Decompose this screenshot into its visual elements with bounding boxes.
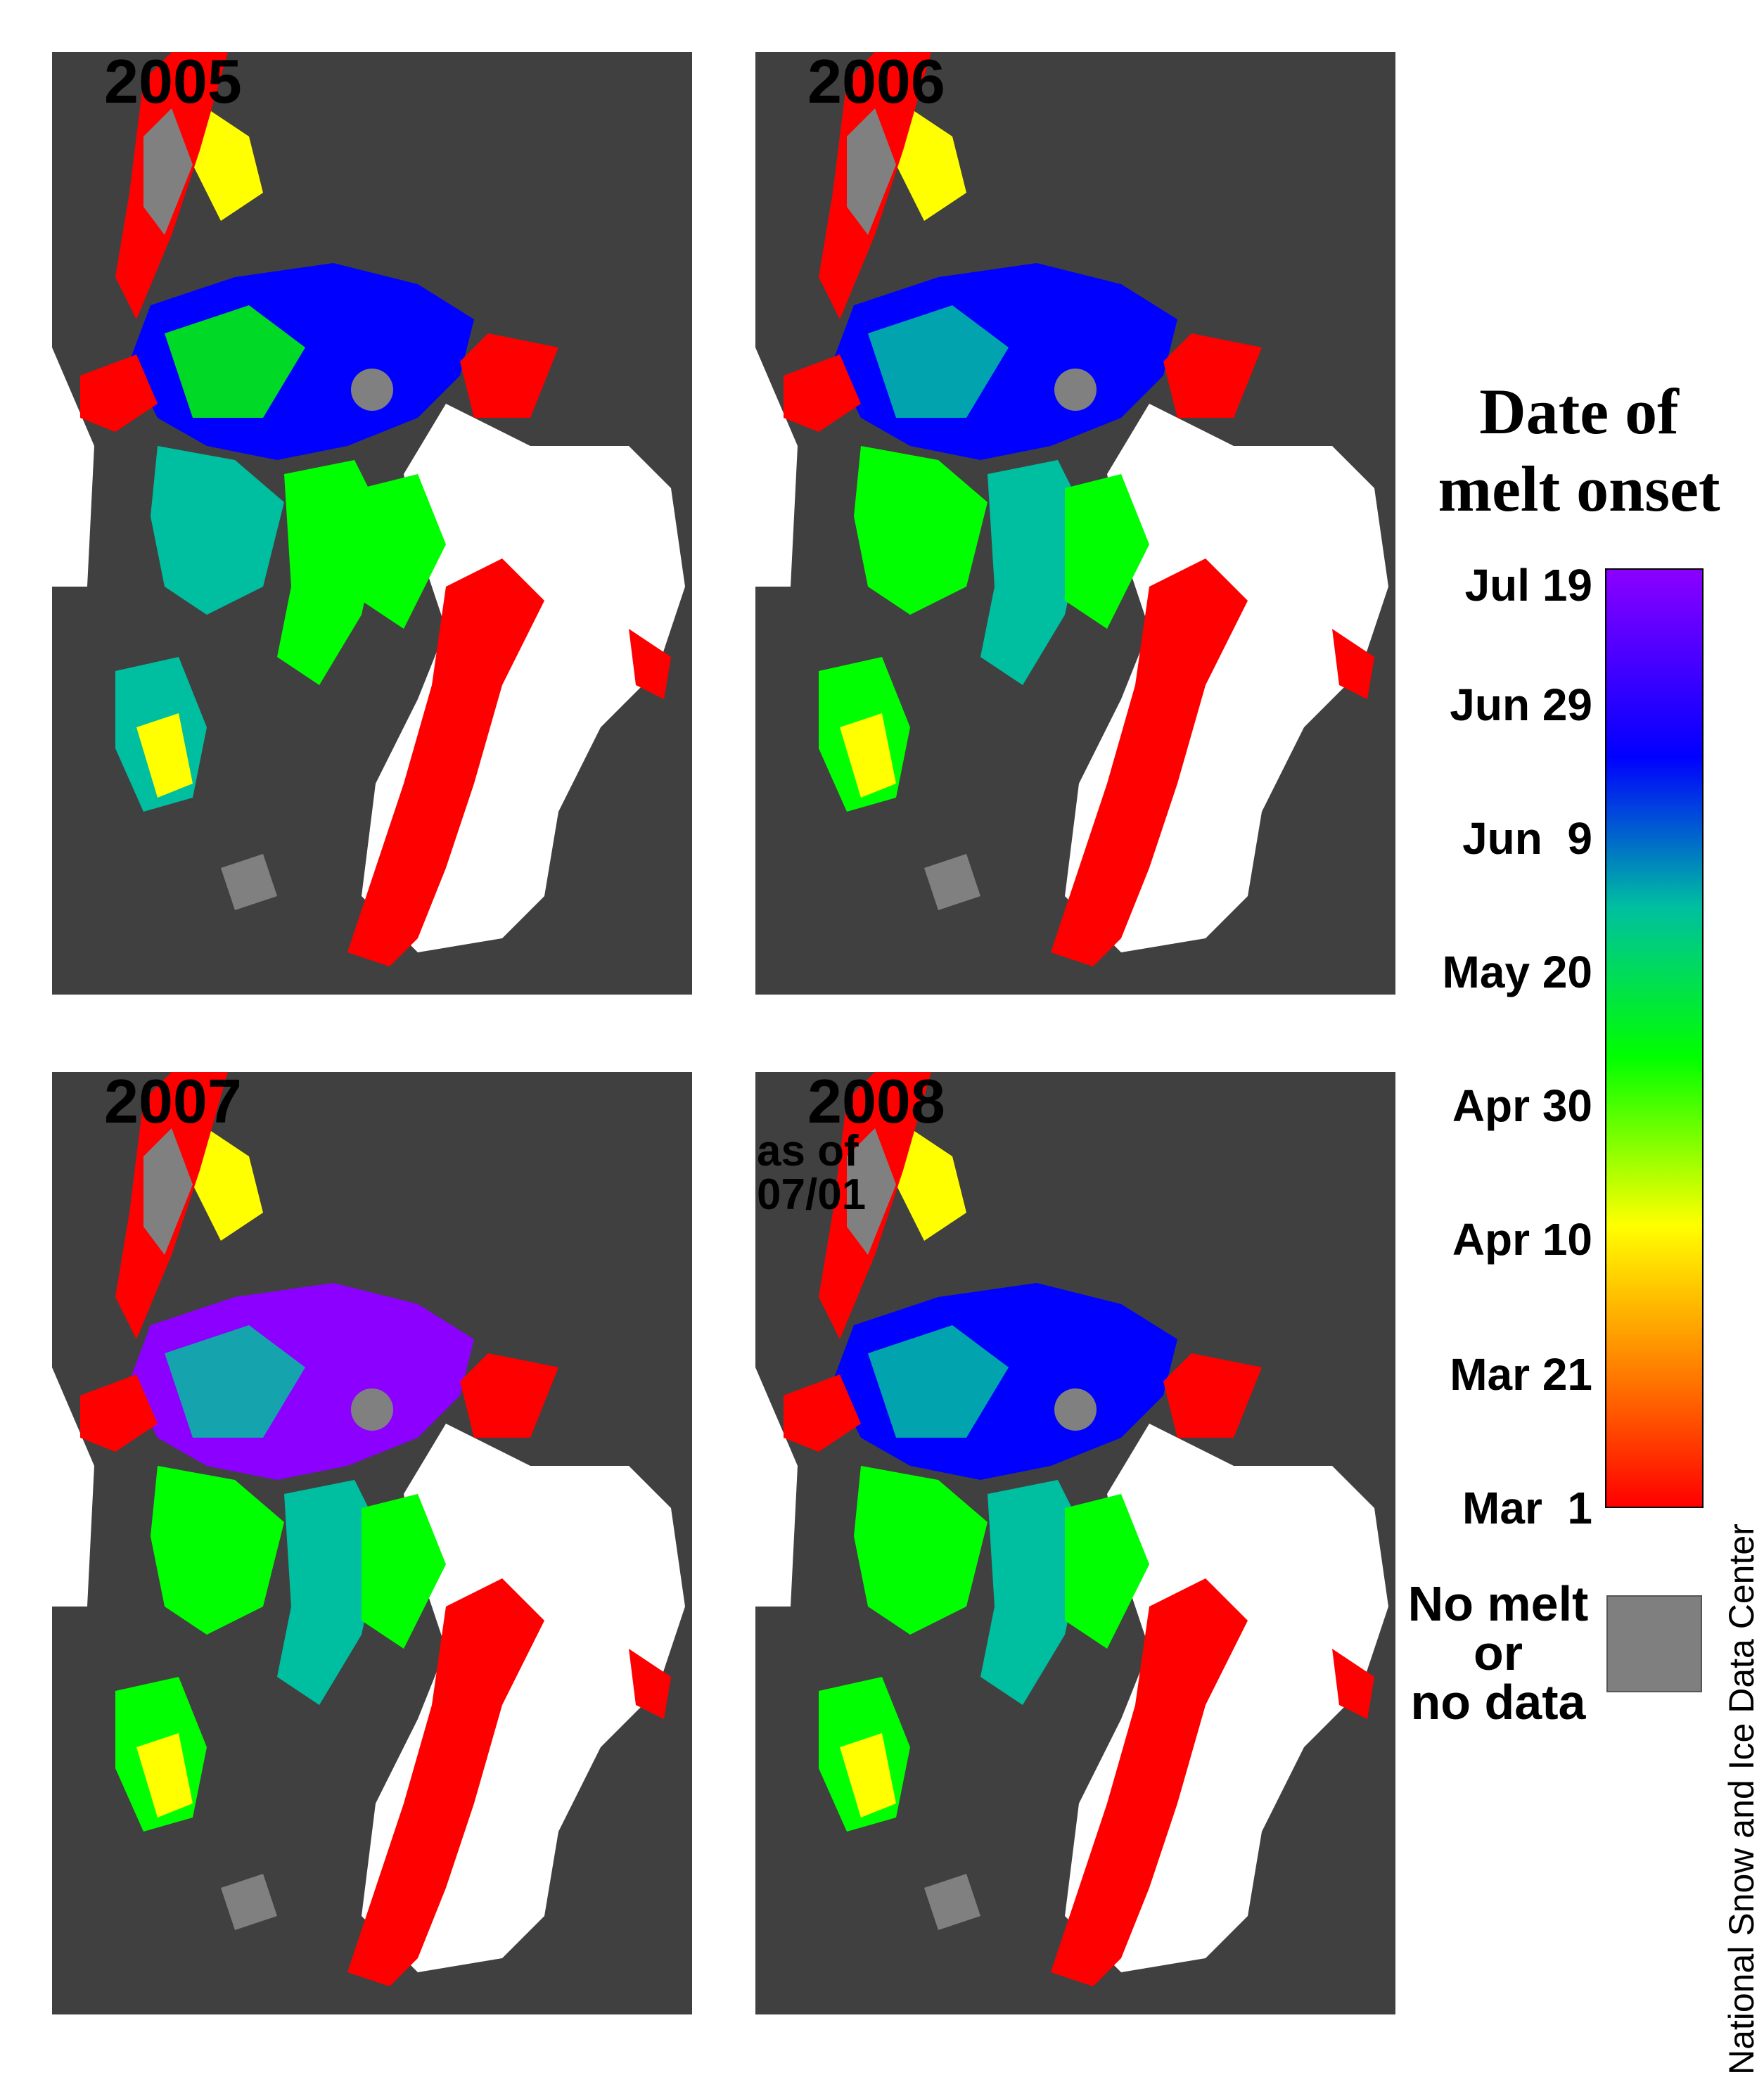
- sea-ice-melt-onset-region: [868, 1325, 1009, 1438]
- no-data-legend-label: No melt or no data: [1393, 1579, 1604, 1727]
- sea-ice-melt-onset-region: [1023, 284, 1149, 383]
- sea-ice-melt-onset-region: [165, 305, 305, 418]
- sea-ice-melt-onset-region: [319, 284, 446, 383]
- year-label-2006: 2006: [807, 46, 945, 116]
- open-water: [755, 347, 798, 587]
- map-svg: [755, 1072, 1395, 2014]
- sea-ice-melt-onset-region: [193, 1128, 263, 1241]
- sea-ice-melt-onset-region: [840, 1733, 896, 1818]
- map-panel-2005: [52, 52, 692, 995]
- pole-hole: [351, 369, 393, 411]
- sea-ice-melt-onset-region: [868, 305, 1009, 418]
- sea-ice-melt-onset-region: [151, 1466, 284, 1635]
- sea-ice-melt-onset-region: [151, 446, 284, 615]
- map-svg: [52, 1072, 692, 2014]
- no-data-area: [143, 108, 193, 235]
- open-water: [755, 1367, 798, 1607]
- sea-ice-melt-onset-region: [1065, 1494, 1149, 1649]
- sea-ice-melt-onset-region: [193, 108, 263, 221]
- early-melt-coast: [1332, 629, 1374, 699]
- early-melt-coast: [1163, 1353, 1262, 1438]
- no-data-line1: No melt: [1407, 1576, 1589, 1631]
- no-data-area: [143, 1128, 193, 1255]
- early-melt-coast: [1332, 1649, 1374, 1719]
- no-data-area: [847, 108, 896, 235]
- sea-ice-melt-onset-region: [277, 460, 383, 685]
- early-melt-coast: [784, 1374, 861, 1452]
- early-melt-coast: [629, 629, 671, 699]
- legend-title-line1: Date of: [1479, 376, 1679, 447]
- colorbar-tick-label: Mar 21: [1450, 1349, 1592, 1400]
- sea-ice-melt-onset-region: [896, 108, 966, 221]
- as-of-date-note: as of 07/01: [757, 1127, 867, 1219]
- sea-ice-melt-onset-region: [136, 713, 193, 798]
- early-melt-coast: [629, 1649, 671, 1719]
- no-data-area: [924, 854, 980, 910]
- map-svg: [52, 52, 692, 995]
- sea-ice-melt-onset-region: [980, 1480, 1086, 1705]
- colorbar-tick-label: Jun 29: [1450, 679, 1592, 730]
- no-data-swatch: [1606, 1595, 1702, 1692]
- sea-ice-melt-onset-region: [319, 1304, 446, 1403]
- sea-ice-melt-onset-region: [840, 713, 896, 798]
- colorbar-tick-label: Jun 9: [1462, 813, 1592, 864]
- legend-title: Date of melt onset: [1400, 373, 1758, 528]
- year-label-2008: 2008: [807, 1066, 945, 1136]
- colorbar-tick-label: Jul 19: [1464, 560, 1592, 611]
- sea-ice-melt-onset-region: [136, 1733, 193, 1818]
- source-credit: National Snow and Ice Data Center: [1722, 1524, 1761, 2075]
- sea-ice-melt-onset-region: [980, 460, 1086, 685]
- early-melt-coast: [347, 1578, 544, 1986]
- open-water: [52, 1367, 94, 1607]
- sea-ice-melt-onset-region: [1023, 1304, 1149, 1403]
- sea-ice-melt-onset-region: [1065, 474, 1149, 629]
- map-panel-2006: [755, 52, 1395, 995]
- map-svg: [755, 52, 1395, 995]
- sea-ice-melt-onset-region: [854, 1466, 988, 1635]
- early-melt-coast: [80, 1374, 158, 1452]
- early-melt-coast: [784, 355, 861, 432]
- early-melt-coast: [1051, 558, 1248, 966]
- sea-ice-melt-onset-region: [362, 1494, 446, 1649]
- sea-ice-melt-onset-region: [854, 446, 988, 615]
- map-panel-2008: [755, 1072, 1395, 2014]
- no-data-area: [847, 1128, 896, 1255]
- sea-ice-melt-onset-region: [165, 1325, 305, 1438]
- melt-onset-colorbar: [1605, 568, 1704, 1508]
- colorbar-tick-label: Mar 1: [1462, 1483, 1592, 1533]
- early-melt-coast: [460, 333, 558, 418]
- pole-hole: [1054, 369, 1097, 411]
- early-melt-coast: [1163, 333, 1262, 418]
- no-data-area: [221, 854, 277, 910]
- no-data-line3: no data: [1410, 1675, 1586, 1730]
- map-panel-2007: [52, 1072, 692, 2014]
- colorbar-tick-label: Apr 30: [1452, 1080, 1592, 1131]
- colorbar-tick-label: Apr 10: [1452, 1214, 1592, 1265]
- early-melt-coast: [80, 355, 158, 432]
- legend-title-line2: melt onset: [1438, 453, 1720, 525]
- year-label-2007: 2007: [104, 1066, 242, 1136]
- early-melt-coast: [347, 558, 544, 966]
- no-data-line2: or: [1474, 1626, 1523, 1680]
- open-water: [52, 347, 94, 587]
- no-data-area: [924, 1874, 980, 1930]
- early-melt-coast: [1051, 1578, 1248, 1986]
- sea-ice-melt-onset-region: [362, 474, 446, 629]
- colorbar-tick-label: May 20: [1442, 947, 1592, 997]
- sea-ice-melt-onset-region: [277, 1480, 383, 1705]
- sea-ice-melt-onset-region: [896, 1128, 966, 1241]
- pole-hole: [1054, 1388, 1097, 1431]
- early-melt-coast: [460, 1353, 558, 1438]
- year-label-2005: 2005: [104, 46, 242, 116]
- pole-hole: [351, 1388, 393, 1431]
- no-data-area: [221, 1874, 277, 1930]
